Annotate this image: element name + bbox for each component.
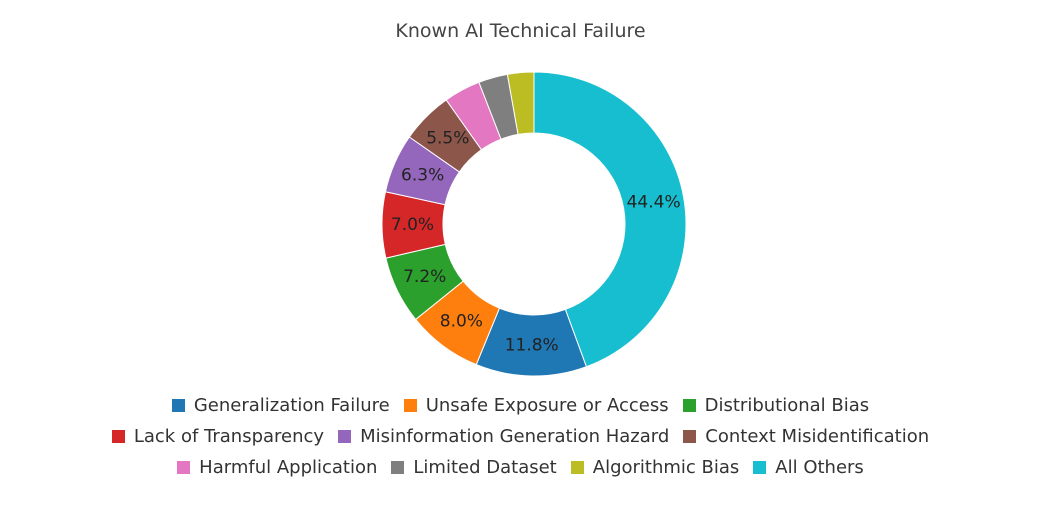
legend-item-algorithmic-bias[interactable]: Algorithmic Bias: [570, 457, 740, 478]
legend-item-lack-of-transparency[interactable]: Lack of Transparency: [111, 426, 325, 447]
legend-item-unsafe-exposure-or-access[interactable]: Unsafe Exposure or Access: [403, 395, 669, 416]
legend-label: Lack of Transparency: [133, 426, 325, 447]
legend-item-misinformation-generation-hazard[interactable]: Misinformation Generation Hazard: [338, 426, 669, 447]
legend-item-distributional-bias[interactable]: Distributional Bias: [682, 395, 870, 416]
legend-swatch: [570, 461, 584, 474]
chart-legend: Generalization Failure Unsafe Exposure or…: [0, 390, 1041, 483]
slice-label-unsafe-exposure-or-access: 8.0%: [440, 311, 483, 331]
slice-label-lack-of-transparency: 7.0%: [391, 215, 434, 235]
legend-swatch: [403, 399, 417, 412]
legend-row: Harmful Application Limited Dataset Algori…: [0, 452, 1041, 483]
legend-swatch: [682, 399, 696, 412]
slice-label-misinformation-generation-hazard: 6.3%: [401, 165, 444, 185]
legend-item-generalization-failure[interactable]: Generalization Failure: [171, 395, 390, 416]
legend-swatch: [683, 430, 697, 443]
legend-item-all-others[interactable]: All Others: [753, 457, 864, 478]
legend-label: Harmful Application: [199, 457, 378, 478]
legend-label: Algorithmic Bias: [592, 457, 740, 478]
slice-label-all-others: 44.4%: [627, 193, 681, 213]
legend-swatch: [338, 430, 352, 443]
legend-swatch: [177, 461, 191, 474]
legend-swatch: [753, 461, 767, 474]
legend-label: Context Misidentification: [705, 426, 930, 447]
slice-label-distributional-bias: 7.2%: [403, 267, 446, 287]
legend-label: Distributional Bias: [704, 395, 870, 416]
slice-all-others: [533, 71, 687, 368]
legend-swatch: [111, 430, 125, 443]
donut-chart: 44.4% 11.8% 8.0% 7.2% 7.0% 6.3% 5.5%: [381, 71, 687, 377]
chart-title: Known AI Technical Failure: [395, 20, 646, 42]
legend-label: Misinformation Generation Hazard: [360, 426, 670, 447]
slice-label-generalization-failure: 11.8%: [505, 335, 559, 355]
legend-swatch: [171, 399, 185, 412]
legend-label: Unsafe Exposure or Access: [425, 395, 669, 416]
legend-label: Limited Dataset: [413, 457, 557, 478]
legend-label: Generalization Failure: [193, 395, 390, 416]
legend-row: Lack of Transparency Misinformation Gener…: [0, 421, 1041, 452]
legend-item-harmful-application[interactable]: Harmful Application: [177, 457, 377, 478]
legend-label: All Others: [775, 457, 864, 478]
legend-swatch: [391, 461, 405, 474]
slice-label-context-misidentification: 5.5%: [426, 128, 469, 148]
slice-algorithmic-bias: [506, 71, 535, 135]
legend-item-context-misidentification[interactable]: Context Misidentification: [683, 426, 929, 447]
legend-row: Generalization Failure Unsafe Exposure or…: [0, 390, 1041, 421]
legend-item-limited-dataset[interactable]: Limited Dataset: [391, 457, 557, 478]
